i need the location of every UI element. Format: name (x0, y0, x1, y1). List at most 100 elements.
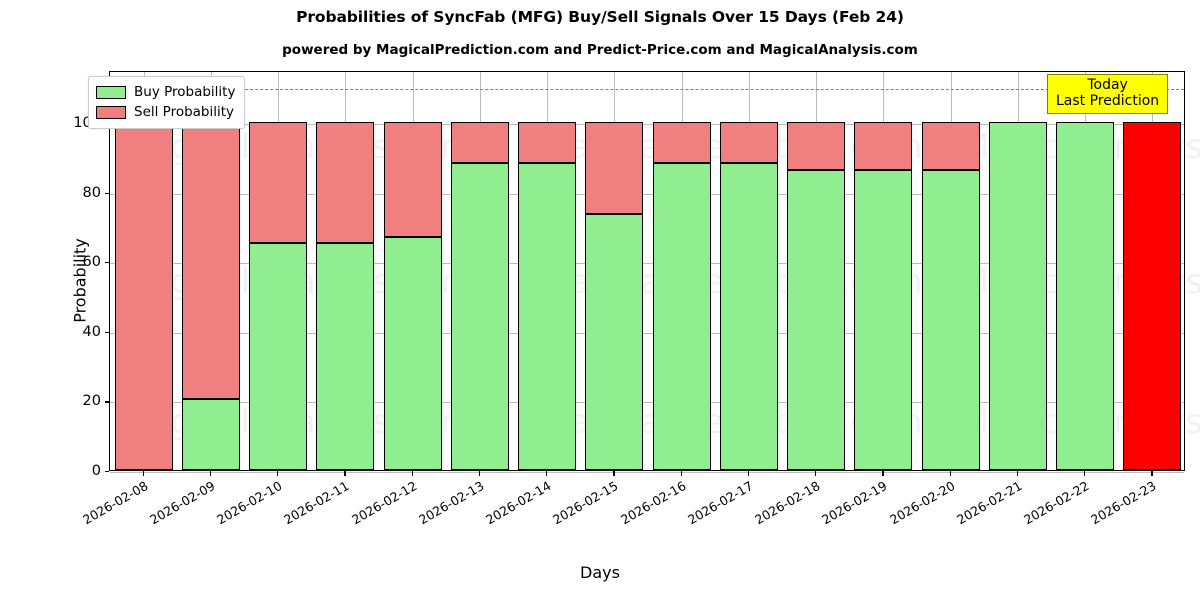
gridline-horizontal (110, 332, 1184, 334)
bar-segment-today[interactable] (1123, 122, 1182, 470)
x-axis-tick-label: 2026-02-16 (617, 478, 689, 528)
bar-segment-buy[interactable] (988, 122, 1047, 470)
bar-group[interactable] (383, 70, 442, 470)
legend-item-label: Sell Probability (134, 104, 235, 120)
bar-segment-buy[interactable] (249, 243, 308, 470)
x-axis-tick-mark (949, 471, 951, 476)
x-axis-tick-mark (209, 471, 212, 476)
x-axis-tick-mark (1016, 471, 1019, 476)
bar-segment-buy[interactable] (921, 169, 980, 470)
bar-segment-buy[interactable] (1056, 122, 1115, 470)
x-axis-tick-label: 2026-02-21 (953, 478, 1025, 528)
bar-segment-sell[interactable] (249, 122, 308, 244)
bar-group[interactable] (988, 70, 1047, 470)
bar-segment-sell[interactable] (181, 122, 240, 399)
bar-segment-buy[interactable] (719, 163, 778, 470)
bar-segment-sell[interactable] (450, 122, 509, 164)
bar-segment-sell[interactable] (719, 122, 778, 164)
bar-group[interactable] (787, 70, 846, 470)
bar-group[interactable] (652, 70, 711, 470)
y-axis-tick-label: 40 (82, 323, 101, 340)
legend-item[interactable]: Sell Probability (96, 102, 235, 122)
x-axis-tick-mark (1084, 471, 1086, 476)
bar-group[interactable] (518, 70, 577, 470)
bar-group[interactable] (585, 70, 644, 470)
x-axis-tick-label: 2026-02-19 (819, 478, 890, 528)
y-axis-tick-label: 20 (82, 393, 101, 410)
x-axis-tick-mark (142, 471, 144, 476)
x-axis-tick-label: 2026-02-20 (886, 478, 958, 528)
x-axis-tick-label: 2026-02-12 (348, 478, 420, 528)
legend-item[interactable]: Buy Probability (96, 82, 235, 102)
legend-swatch-icon (96, 105, 126, 119)
x-axis-tick-label: 2026-02-11 (281, 478, 352, 528)
bar-segment-sell[interactable] (652, 122, 711, 164)
bar-group[interactable] (719, 70, 778, 470)
bar-segment-buy[interactable] (383, 237, 442, 470)
bar-segment-sell[interactable] (383, 122, 442, 238)
x-axis-tick-label: 2026-02-17 (684, 478, 756, 528)
bar-segment-sell[interactable] (316, 122, 375, 244)
gridline-horizontal (110, 472, 1184, 473)
x-axis-label: Days (580, 563, 620, 582)
bar-group[interactable] (854, 70, 913, 470)
bar-segment-buy[interactable] (316, 243, 375, 470)
bar-group[interactable] (450, 70, 509, 470)
bar-group[interactable] (921, 70, 980, 470)
today-annotation-line1: Today (1087, 77, 1128, 93)
x-axis-tick-label: 2026-02-13 (415, 478, 487, 528)
bar-group[interactable] (316, 70, 375, 470)
chart-subtitle: powered by MagicalPrediction.com and Pre… (282, 42, 918, 58)
x-axis-tick-label: 2026-02-18 (752, 478, 823, 528)
y-axis-tick-mark (105, 262, 109, 264)
x-axis-tick-mark (815, 471, 817, 476)
bar-segment-sell[interactable] (921, 122, 980, 170)
y-axis-tick-label: 80 (82, 184, 101, 201)
y-axis-tick-mark (105, 331, 109, 334)
today-annotation: Today Last Prediction (1047, 74, 1169, 115)
chart-legend[interactable]: Buy Probability Sell Probability (88, 76, 246, 129)
bar-group[interactable] (114, 70, 173, 470)
bar-group[interactable] (249, 70, 308, 470)
bar-group[interactable] (181, 70, 240, 470)
legend-swatch-icon (96, 85, 126, 99)
x-axis-tick-label: 2026-02-23 (1088, 478, 1159, 528)
x-axis-tick-label: 2026-02-14 (483, 478, 554, 528)
chart-title: Probabilities of SyncFab (MFG) Buy/Sell … (296, 8, 904, 26)
x-axis-tick-mark (478, 471, 481, 476)
bar-segment-buy[interactable] (450, 163, 509, 470)
gridline-horizontal (110, 263, 1184, 265)
y-axis-tick-label: 60 (82, 254, 101, 271)
bar-segment-sell[interactable] (114, 122, 173, 470)
x-axis-tick-label: 2026-02-10 (214, 478, 285, 528)
bar-segment-sell[interactable] (854, 122, 913, 170)
gridline-horizontal (110, 402, 1184, 404)
bar-segment-sell[interactable] (787, 122, 846, 170)
gridline-horizontal (110, 193, 1184, 195)
bar-segment-sell[interactable] (585, 122, 644, 215)
x-axis-tick-mark (747, 471, 750, 476)
x-axis-tick-mark (344, 471, 346, 476)
bar-group[interactable] (1123, 70, 1182, 470)
y-axis-tick-mark (105, 471, 109, 473)
bar-segment-buy[interactable] (585, 214, 644, 470)
bar-segment-buy[interactable] (181, 398, 240, 470)
x-axis-tick-label: 2026-02-08 (79, 478, 151, 528)
x-axis-tick-mark (546, 471, 548, 476)
x-axis-tick-label: 2026-02-15 (550, 478, 621, 528)
x-axis-tick-mark (680, 471, 682, 476)
gridline-horizontal (110, 124, 1184, 126)
bar-segment-buy[interactable] (652, 163, 711, 470)
today-annotation-line2: Last Prediction (1056, 93, 1160, 110)
x-axis-tick-label: 2026-02-22 (1021, 478, 1092, 528)
bar-segment-buy[interactable] (854, 169, 913, 470)
y-axis-tick-mark (105, 401, 109, 403)
bar-group[interactable] (1056, 70, 1115, 470)
bar-segment-buy[interactable] (518, 163, 577, 470)
y-axis-label: Probability (70, 238, 90, 323)
bar-segment-buy[interactable] (787, 169, 846, 470)
x-axis-tick-mark (613, 471, 615, 476)
legend-item-label: Buy Probability (134, 84, 236, 100)
bar-segment-sell[interactable] (518, 122, 577, 164)
